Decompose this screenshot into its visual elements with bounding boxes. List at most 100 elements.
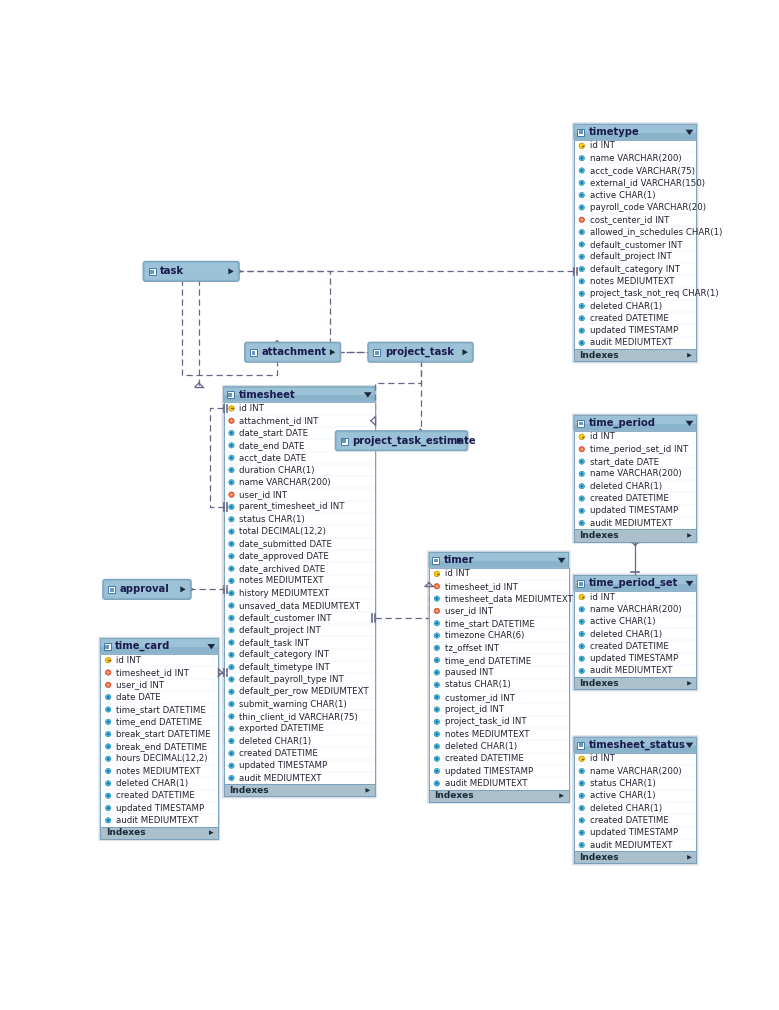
Text: project_task_id INT: project_task_id INT: [445, 717, 526, 726]
Text: deleted CHAR(1): deleted CHAR(1): [116, 779, 188, 788]
Circle shape: [229, 418, 234, 423]
FancyBboxPatch shape: [245, 342, 340, 363]
FancyBboxPatch shape: [572, 122, 699, 364]
Polygon shape: [435, 609, 439, 613]
Text: active CHAR(1): active CHAR(1): [590, 191, 655, 200]
Circle shape: [105, 818, 111, 823]
Bar: [150, 270, 154, 274]
Text: timer: timer: [444, 556, 474, 566]
Polygon shape: [559, 794, 564, 798]
Text: id INT: id INT: [590, 754, 615, 764]
Polygon shape: [230, 715, 233, 718]
Text: user_id INT: user_id INT: [445, 606, 492, 615]
Text: Indexes: Indexes: [580, 531, 619, 540]
Text: acct_date DATE: acct_date DATE: [239, 453, 306, 463]
Text: id INT: id INT: [590, 593, 615, 602]
Polygon shape: [209, 830, 213, 835]
Polygon shape: [230, 530, 233, 533]
Polygon shape: [686, 129, 693, 135]
Circle shape: [434, 769, 439, 774]
Polygon shape: [580, 497, 583, 500]
Text: timesheet: timesheet: [238, 390, 295, 400]
Polygon shape: [580, 656, 583, 661]
Circle shape: [579, 619, 584, 624]
FancyBboxPatch shape: [335, 430, 468, 450]
Circle shape: [105, 743, 111, 749]
Bar: [373, 349, 380, 357]
Text: deleted CHAR(1): deleted CHAR(1): [590, 482, 661, 491]
Text: name VARCHAR(200): name VARCHAR(200): [590, 605, 681, 614]
Polygon shape: [230, 604, 233, 607]
Text: Indexes: Indexes: [580, 679, 619, 688]
Text: default_category INT: default_category INT: [590, 265, 679, 274]
Polygon shape: [230, 678, 233, 681]
Text: deleted CHAR(1): deleted CHAR(1): [239, 736, 312, 745]
Bar: [575, 738, 696, 745]
Text: deleted CHAR(1): deleted CHAR(1): [590, 804, 661, 812]
Text: created DATETIME: created DATETIME: [590, 314, 668, 323]
Bar: [108, 586, 115, 593]
Text: default_project INT: default_project INT: [590, 252, 671, 262]
Polygon shape: [435, 696, 439, 699]
Polygon shape: [364, 392, 372, 398]
Text: time_end DATETIME: time_end DATETIME: [116, 717, 203, 726]
Polygon shape: [435, 720, 439, 723]
Text: default_task INT: default_task INT: [239, 638, 309, 647]
Polygon shape: [230, 431, 233, 434]
Text: break_start DATETIME: break_start DATETIME: [116, 729, 211, 738]
Polygon shape: [230, 640, 233, 644]
Text: created DATETIME: created DATETIME: [116, 791, 195, 800]
Text: updated TIMESTAMP: updated TIMESTAMP: [239, 762, 327, 771]
FancyBboxPatch shape: [572, 574, 699, 692]
Polygon shape: [580, 292, 583, 295]
Text: date_start DATE: date_start DATE: [239, 428, 308, 437]
FancyBboxPatch shape: [145, 263, 238, 280]
Text: name VARCHAR(200): name VARCHAR(200): [590, 154, 681, 163]
Text: timesheet_data MEDIUMTEXT: timesheet_data MEDIUMTEXT: [445, 594, 573, 603]
Text: updated TIMESTAMP: updated TIMESTAMP: [590, 506, 678, 515]
FancyBboxPatch shape: [574, 737, 696, 752]
Text: timesheet_id INT: timesheet_id INT: [445, 582, 517, 591]
Polygon shape: [580, 794, 583, 798]
Polygon shape: [180, 586, 185, 593]
Text: default_project INT: default_project INT: [239, 625, 321, 634]
FancyBboxPatch shape: [100, 638, 218, 654]
Polygon shape: [435, 744, 439, 748]
Circle shape: [229, 763, 234, 769]
Polygon shape: [230, 517, 233, 521]
Text: timetype: timetype: [589, 127, 640, 137]
Polygon shape: [230, 616, 233, 619]
FancyBboxPatch shape: [246, 343, 339, 361]
Text: user_id INT: user_id INT: [239, 490, 287, 499]
Polygon shape: [230, 628, 233, 632]
Polygon shape: [107, 708, 110, 711]
Circle shape: [579, 255, 584, 260]
Polygon shape: [435, 585, 439, 588]
Text: attachment_id INT: attachment_id INT: [239, 416, 319, 425]
Polygon shape: [580, 806, 583, 810]
Polygon shape: [580, 169, 583, 172]
Circle shape: [434, 584, 439, 589]
Text: status CHAR(1): status CHAR(1): [590, 779, 655, 788]
Circle shape: [579, 643, 584, 649]
Polygon shape: [230, 727, 233, 730]
Polygon shape: [230, 751, 233, 755]
Text: allowed_in_schedules CHAR(1): allowed_in_schedules CHAR(1): [590, 227, 722, 236]
Bar: [104, 643, 111, 650]
Polygon shape: [107, 794, 110, 798]
Text: time_period: time_period: [589, 418, 656, 428]
Circle shape: [105, 805, 111, 811]
Bar: [434, 559, 438, 563]
Text: Indexes: Indexes: [229, 786, 269, 795]
Circle shape: [579, 446, 584, 451]
Polygon shape: [230, 469, 233, 472]
Polygon shape: [457, 437, 463, 443]
Polygon shape: [230, 666, 233, 669]
Text: duration CHAR(1): duration CHAR(1): [239, 466, 315, 475]
Circle shape: [434, 707, 439, 712]
Circle shape: [579, 291, 584, 296]
Polygon shape: [687, 681, 692, 686]
Circle shape: [229, 701, 234, 707]
Polygon shape: [580, 157, 583, 160]
Text: hours DECIMAL(12,2): hours DECIMAL(12,2): [116, 754, 207, 764]
